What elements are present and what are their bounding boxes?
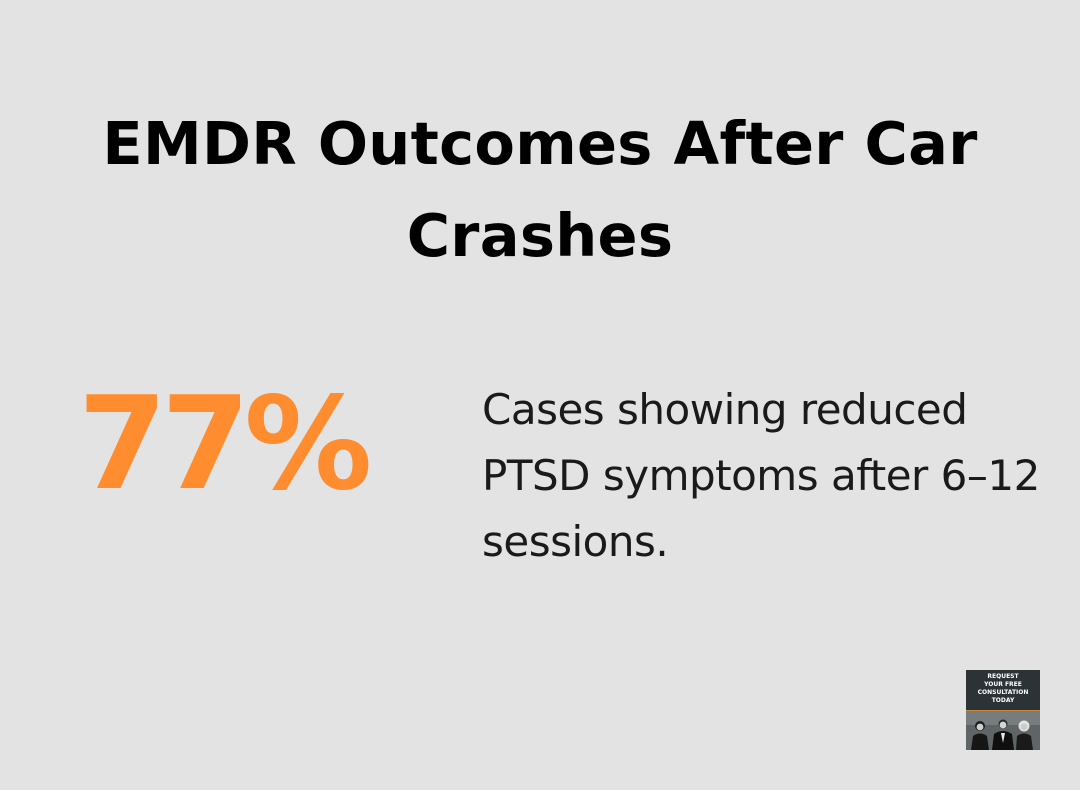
stat-percentage: 77% <box>78 370 372 519</box>
team-photo <box>966 711 1040 750</box>
stat-description: Cases showing reduced PTSD symptoms afte… <box>482 385 1040 566</box>
page-title: EMDR Outcomes After Car Crashes <box>102 109 978 270</box>
consultation-cta-badge[interactable]: REQUEST YOUR FREE CONSULTATION TODAY <box>966 670 1040 750</box>
cta-text: REQUEST YOUR FREE CONSULTATION TODAY <box>977 673 1029 704</box>
cta-divider <box>966 710 1040 711</box>
